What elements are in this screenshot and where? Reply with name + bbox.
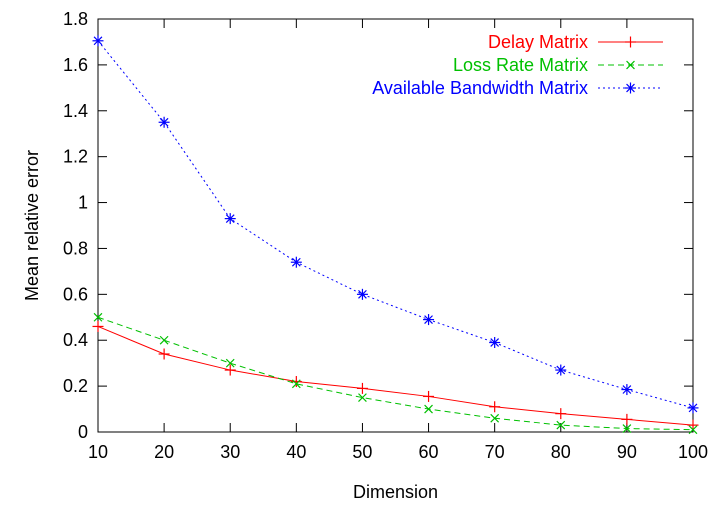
x-tick-label: 10 <box>88 442 108 462</box>
data-point <box>423 390 435 402</box>
legend: Delay Matrix Loss Rate Matrix Available Ba… <box>372 32 663 98</box>
data-point <box>555 408 567 420</box>
data-point <box>225 358 235 368</box>
y-tick-label: 0 <box>78 422 88 442</box>
data-point <box>424 404 433 414</box>
plot-frame <box>97 18 694 433</box>
data-point <box>224 213 236 225</box>
data-point <box>621 413 633 425</box>
x-tick-label: 30 <box>220 442 240 462</box>
data-point <box>290 376 302 388</box>
data-point <box>291 379 301 389</box>
data-point <box>489 337 501 349</box>
y-tick-label: 0.6 <box>63 284 88 304</box>
data-point <box>158 116 170 128</box>
data-point <box>356 288 368 300</box>
y-tick-label: 0.4 <box>63 330 88 350</box>
series-line <box>97 325 694 426</box>
data-point <box>687 419 699 431</box>
series-2 <box>93 312 698 435</box>
data-point <box>92 320 104 332</box>
data-point <box>556 420 566 430</box>
y-tick-label: 1.8 <box>63 9 88 29</box>
y-tick-label: 1.6 <box>63 55 88 75</box>
series-line <box>97 40 694 409</box>
axes <box>97 18 694 433</box>
data-point <box>93 312 103 322</box>
legend-entry-1: Delay Matrix <box>488 32 663 52</box>
data-point <box>224 364 236 376</box>
legend-label: Loss Rate Matrix <box>453 55 588 75</box>
legend-swatch-marker <box>626 60 635 70</box>
y-tick-label: 0.8 <box>63 238 88 258</box>
x-tick-label: 20 <box>154 442 174 462</box>
data-point <box>687 402 699 414</box>
x-tick-label: 100 <box>678 442 708 462</box>
x-tick-label: 90 <box>617 442 637 462</box>
legend-label: Delay Matrix <box>488 32 588 52</box>
data-point <box>423 314 435 326</box>
data-point <box>358 393 367 402</box>
data-point <box>622 424 632 433</box>
data-point <box>92 35 104 47</box>
data-point <box>621 384 633 396</box>
data-point <box>159 335 169 345</box>
ticks: 10 20 30 40 50 60 70 80 90 100 0 0.2 0.4 0.6 0.8 1 1.2 1.… <box>63 9 708 462</box>
data-point <box>490 413 500 423</box>
series-3 <box>92 35 699 414</box>
data-point <box>356 382 368 394</box>
data-point <box>489 401 501 413</box>
y-tick-label: 1.4 <box>63 101 88 121</box>
x-tick-label: 50 <box>352 442 372 462</box>
x-tick-label: 40 <box>286 442 306 462</box>
x-tick-label: 60 <box>419 442 439 462</box>
series-line <box>97 316 694 431</box>
legend-entry-3: Available Bandwidth Matrix <box>372 78 663 98</box>
legend-swatch-marker <box>625 36 636 48</box>
x-axis-title: Dimension <box>353 482 438 502</box>
y-tick-label: 1 <box>78 193 88 213</box>
data-point <box>158 348 170 360</box>
legend-entry-2: Loss Rate Matrix <box>453 55 663 75</box>
data-point <box>555 364 567 376</box>
series-layer <box>92 35 699 435</box>
legend-label: Available Bandwidth Matrix <box>372 78 588 98</box>
y-tick-label: 0.2 <box>63 376 88 396</box>
x-tick-label: 70 <box>485 442 505 462</box>
data-point <box>688 425 698 435</box>
y-tick-label: 1.2 <box>63 147 88 167</box>
series-1 <box>92 320 699 431</box>
y-axis-title: Mean relative error <box>22 150 42 301</box>
data-point <box>290 256 302 268</box>
x-tick-label: 80 <box>551 442 571 462</box>
legend-swatch-marker <box>625 82 636 94</box>
